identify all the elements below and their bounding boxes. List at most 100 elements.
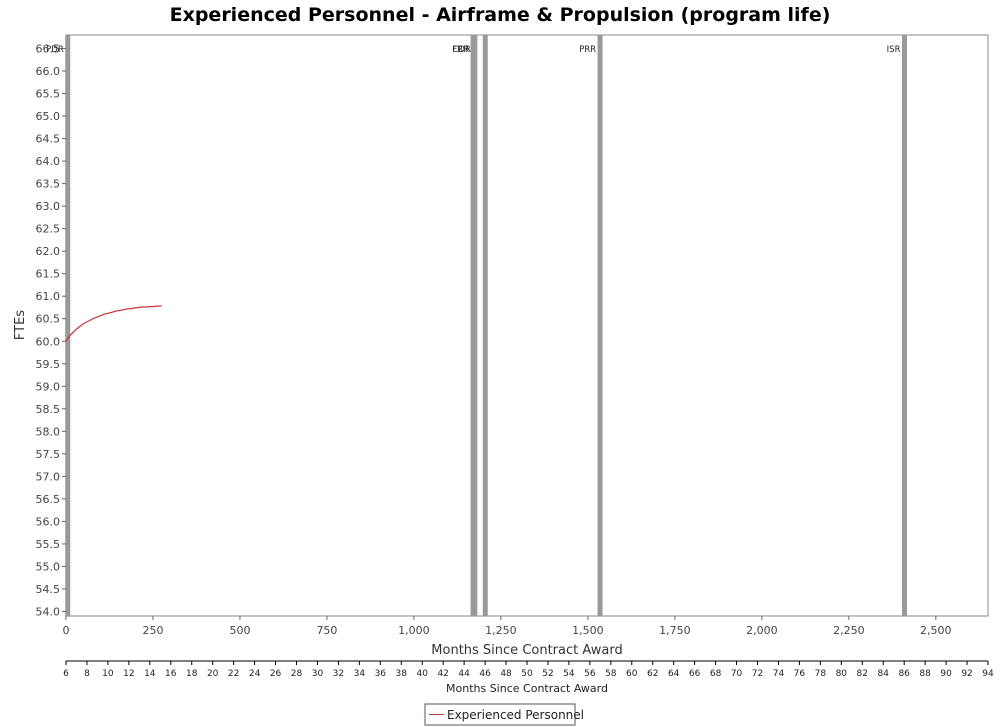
y-tick-label: 62.5	[36, 223, 61, 236]
y-tick-label: 57.5	[36, 448, 61, 461]
secondary-x-axis-label: Months Since Contract Award	[446, 682, 608, 695]
x-tick-label: 2,500	[920, 624, 952, 637]
secondary-tick-label: 88	[919, 669, 931, 679]
y-tick-label: 61.0	[36, 290, 61, 303]
y-tick-label: 60.0	[36, 335, 61, 348]
secondary-tick-label: 78	[815, 669, 827, 679]
y-tick-label: 54.5	[36, 583, 61, 596]
secondary-tick-label: 76	[794, 669, 806, 679]
secondary-tick-label: 48	[500, 669, 512, 679]
x-tick-label: 250	[142, 624, 163, 637]
secondary-tick-label: 12	[123, 669, 134, 679]
y-tick-label: 59.5	[36, 358, 61, 371]
y-axis-label: FTEs	[13, 310, 28, 340]
secondary-tick-label: 36	[375, 669, 387, 679]
secondary-tick-label: 22	[228, 669, 239, 679]
secondary-x-axis: 6 8 10 12 14 16 18 20 22 24 26 28 30 32 34 36 38 40 42 44 46…	[63, 660, 994, 679]
secondary-tick-label: 82	[857, 669, 868, 679]
y-tick-label: 55.5	[36, 538, 61, 551]
y-tick-label: 65.5	[36, 88, 61, 101]
secondary-tick-label: 86	[898, 669, 910, 679]
y-tick-label: 63.0	[36, 200, 61, 213]
milestone-bar	[65, 35, 71, 616]
y-tick-label: 59.0	[36, 380, 61, 393]
milestone-bar	[597, 35, 603, 616]
secondary-tick-label: 52	[542, 669, 553, 679]
secondary-tick-label: 16	[165, 669, 177, 679]
y-tick-label: 66.0	[36, 65, 61, 78]
chart-title: Experienced Personnel - Airframe & Propu…	[170, 4, 831, 26]
x-tick-label: 1,250	[485, 624, 517, 637]
y-tick-label: 62.0	[36, 245, 61, 258]
secondary-tick-label: 38	[396, 669, 408, 679]
secondary-tick-label: 6	[63, 669, 69, 679]
series-line	[65, 305, 162, 342]
secondary-tick-label: 8	[84, 669, 90, 679]
y-tick-label: 64.5	[36, 133, 61, 146]
secondary-tick-label: 70	[731, 669, 743, 679]
secondary-tick-label: 10	[102, 669, 114, 679]
milestone-label: PRR	[579, 45, 596, 55]
secondary-tick-label: 80	[836, 669, 848, 679]
milestone-label: ISR	[887, 45, 901, 55]
secondary-tick-label: 46	[479, 669, 491, 679]
y-tick-label: 55.0	[36, 560, 61, 573]
x-tick-label: 1,500	[572, 624, 604, 637]
legend-box	[424, 703, 576, 726]
series-layer	[65, 305, 162, 342]
y-tick-label: 66.5	[36, 43, 61, 56]
x-tick-label: 2,000	[746, 624, 778, 637]
x-tick-label: 750	[316, 624, 337, 637]
y-tick-label: 64.0	[36, 155, 61, 168]
secondary-tick-label: 40	[417, 669, 429, 679]
x-tick-label: 1,750	[659, 624, 691, 637]
secondary-tick-label: 74	[773, 669, 785, 679]
y-tick-label: 56.5	[36, 493, 61, 506]
y-tick-label: 58.5	[36, 403, 61, 416]
secondary-tick-label: 32	[333, 669, 344, 679]
secondary-tick-label: 30	[312, 669, 324, 679]
y-tick-label: 57.0	[36, 470, 61, 483]
milestone-label: CDR	[452, 45, 470, 55]
y-tick-label: 58.0	[36, 425, 61, 438]
secondary-tick-label: 44	[458, 669, 470, 679]
milestone-label: PDR	[46, 45, 64, 55]
x-tick-label: 0	[63, 624, 70, 637]
milestone-bar	[901, 35, 907, 616]
milestone-bar	[482, 35, 488, 616]
secondary-tick-label: 54	[563, 669, 575, 679]
secondary-tick-label: 56	[584, 669, 596, 679]
legend-item: Experienced Personnel	[447, 708, 584, 722]
secondary-tick-label: 92	[961, 669, 972, 679]
secondary-tick-label: 68	[710, 669, 722, 679]
y-tick-label: 54.0	[36, 605, 61, 618]
plot-area	[65, 34, 989, 617]
secondary-tick-label: 26	[270, 669, 282, 679]
secondary-tick-label: 90	[940, 669, 952, 679]
secondary-tick-label: 20	[207, 669, 219, 679]
secondary-tick-label: 14	[144, 669, 156, 679]
milestone-bar	[472, 35, 478, 616]
secondary-tick-label: 72	[752, 669, 763, 679]
y-tick-label: 56.0	[36, 515, 61, 528]
x-tick-label: 500	[229, 624, 250, 637]
secondary-tick-label: 64	[668, 669, 680, 679]
secondary-tick-label: 58	[605, 669, 617, 679]
y-tick-label: 65.0	[36, 110, 61, 123]
x-axis-label: Months Since Contract Award	[431, 643, 622, 658]
secondary-tick-label: 42	[437, 669, 448, 679]
secondary-tick-label: 28	[291, 669, 303, 679]
x-tick-label: 1,000	[398, 624, 430, 637]
y-tick-label: 61.5	[36, 268, 61, 281]
secondary-tick-label: 84	[878, 669, 890, 679]
secondary-tick-label: 34	[354, 669, 366, 679]
y-tick-label: 63.5	[36, 178, 61, 191]
secondary-tick-label: 62	[647, 669, 658, 679]
secondary-tick-label: 24	[249, 669, 261, 679]
legend: Experienced Personnel	[424, 703, 584, 726]
x-axis: 0 250 500 750 1,000 1,250 1,500 1,750 2,000 2,250…	[63, 616, 952, 637]
y-axis: 54.0 54.5 55.0 55.5 56.0 56.5 57.0 57.5 58.0 58.5…	[36, 43, 66, 618]
secondary-tick-label: 60	[626, 669, 638, 679]
